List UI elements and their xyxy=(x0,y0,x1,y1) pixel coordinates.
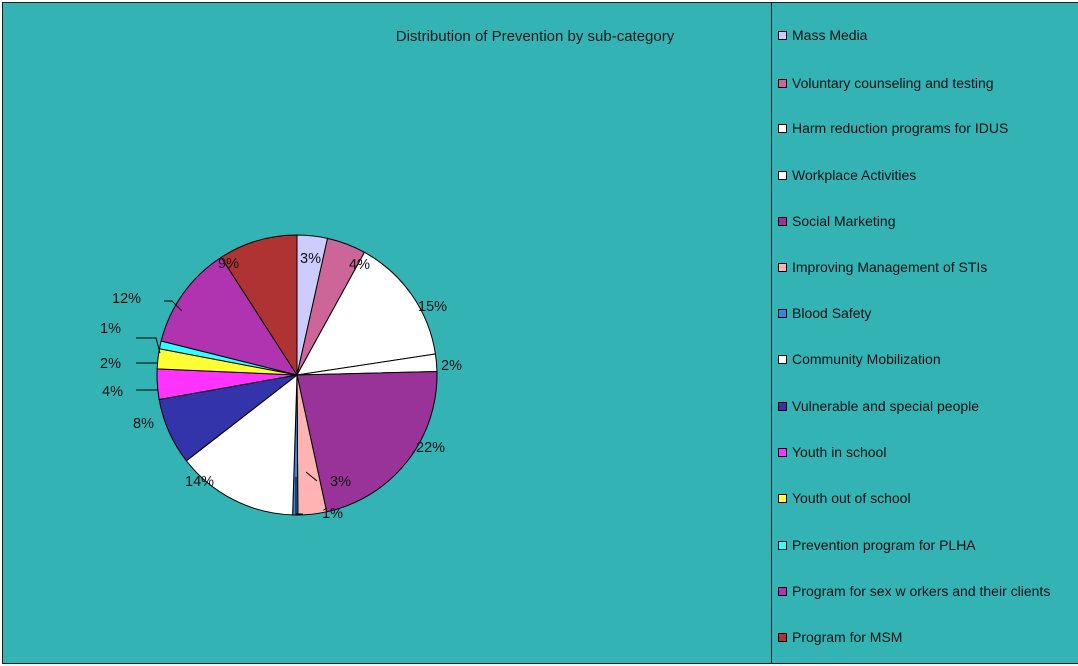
data-label: 12% xyxy=(112,291,141,307)
legend-label: Voluntary counseling and testing xyxy=(792,75,994,91)
pie-slice xyxy=(185,373,298,516)
legend-swatch xyxy=(778,541,787,550)
legend-label: Vulnerable and special people xyxy=(792,398,980,414)
pie-slice xyxy=(160,256,299,376)
data-label: 3% xyxy=(300,251,321,267)
legend-label: Youth in school xyxy=(792,444,887,460)
legend-swatch xyxy=(778,79,787,88)
pie-slice xyxy=(296,370,438,513)
legend-label: Program for sex w orkers and their clien… xyxy=(792,583,1051,599)
legend-item: Workplace Activities xyxy=(778,167,1074,184)
legend-label: Youth out of school xyxy=(792,490,911,506)
legend-swatch xyxy=(778,587,787,596)
data-label: 15% xyxy=(418,299,447,315)
legend-swatch xyxy=(778,355,787,364)
legend-label: Workplace Activities xyxy=(792,167,917,183)
legend-item: Youth in school xyxy=(778,444,1074,461)
pie-slice xyxy=(296,251,436,376)
legend-swatch xyxy=(778,402,787,411)
data-label: 8% xyxy=(133,416,154,432)
legend-swatch xyxy=(778,217,787,226)
legend-swatch xyxy=(778,31,787,40)
legend-item: Youth out of school xyxy=(778,490,1074,507)
leader-line xyxy=(295,477,303,515)
legend-label: Improving Management of STIs xyxy=(792,259,988,275)
legend-swatch xyxy=(778,263,787,272)
legend-item: Harm reduction programs for IDUS xyxy=(778,120,1074,137)
leader-line xyxy=(136,337,161,354)
legend-swatch xyxy=(778,633,787,642)
legend-item: Community Mobilization xyxy=(778,351,1074,368)
legend-swatch xyxy=(778,124,787,133)
pie-slice xyxy=(220,234,298,377)
legend-swatch xyxy=(778,448,787,457)
leader-line xyxy=(164,300,183,312)
legend-item: Social Marketing xyxy=(778,213,1074,230)
data-label: 22% xyxy=(416,440,445,456)
legend-item: Voluntary counseling and testing xyxy=(778,75,1074,92)
legend-label: Prevention program for PLHA xyxy=(792,537,976,553)
legend-item: Vulnerable and special people xyxy=(778,398,1074,415)
legend-swatch xyxy=(778,494,787,503)
data-label: 4% xyxy=(102,384,123,400)
legend-item: Program for sex w orkers and their clien… xyxy=(778,583,1074,600)
legend-item: Blood Safety xyxy=(778,305,1074,322)
legend-label: Harm reduction programs for IDUS xyxy=(792,120,1009,136)
data-label: 2% xyxy=(441,358,462,374)
data-label: 9% xyxy=(218,256,239,272)
legend-label: Community Mobilization xyxy=(792,351,941,367)
data-label: 2% xyxy=(100,356,121,372)
legend-item: Prevention program for PLHA xyxy=(778,537,1074,554)
legend: Mass Media Voluntary counseling and testi… xyxy=(772,2,1078,664)
chart-title: Distribution of Prevention by sub-catego… xyxy=(395,28,675,45)
legend-label: Blood Safety xyxy=(792,305,872,321)
data-label: 4% xyxy=(349,257,370,273)
legend-item: Mass Media xyxy=(778,27,1074,44)
legend-swatch xyxy=(778,309,787,318)
data-label: 3% xyxy=(330,474,351,490)
legend-label: Social Marketing xyxy=(792,213,896,229)
legend-item: Improving Management of STIs xyxy=(778,259,1074,276)
data-label: 1% xyxy=(100,321,121,337)
legend-swatch xyxy=(778,171,787,180)
legend-item: Program for MSM xyxy=(778,629,1074,646)
data-label: 14% xyxy=(185,474,214,490)
data-label: 1% xyxy=(322,506,343,522)
pie-chart: 3% 4% 15% 2% 22% 3% 1% 14% 8% 4% 2% 1% 12% 9% xyxy=(100,234,462,522)
leader-line xyxy=(305,471,318,482)
legend-label: Program for MSM xyxy=(792,629,903,645)
legend-label: Mass Media xyxy=(792,27,868,43)
